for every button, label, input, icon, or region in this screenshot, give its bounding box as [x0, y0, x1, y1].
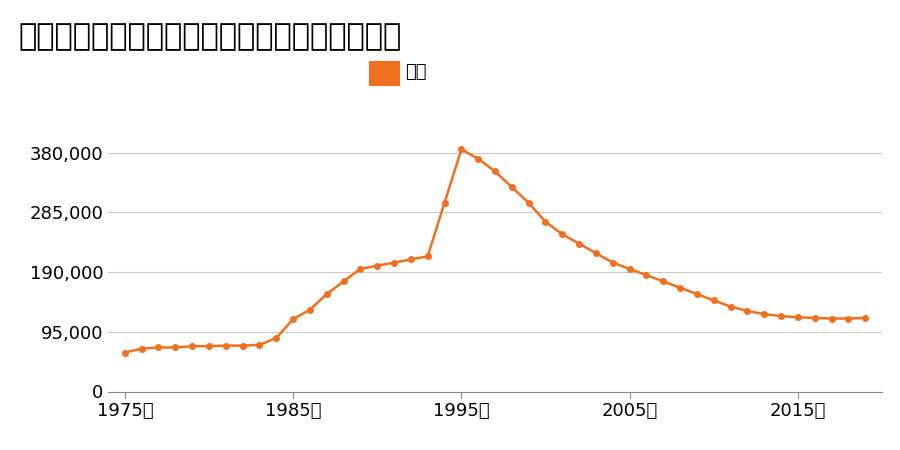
Text: 価格: 価格: [405, 63, 427, 81]
Text: 石川県金沢市本多町３丁目１０１番の地価推移: 石川県金沢市本多町３丁目１０１番の地価推移: [18, 22, 401, 51]
